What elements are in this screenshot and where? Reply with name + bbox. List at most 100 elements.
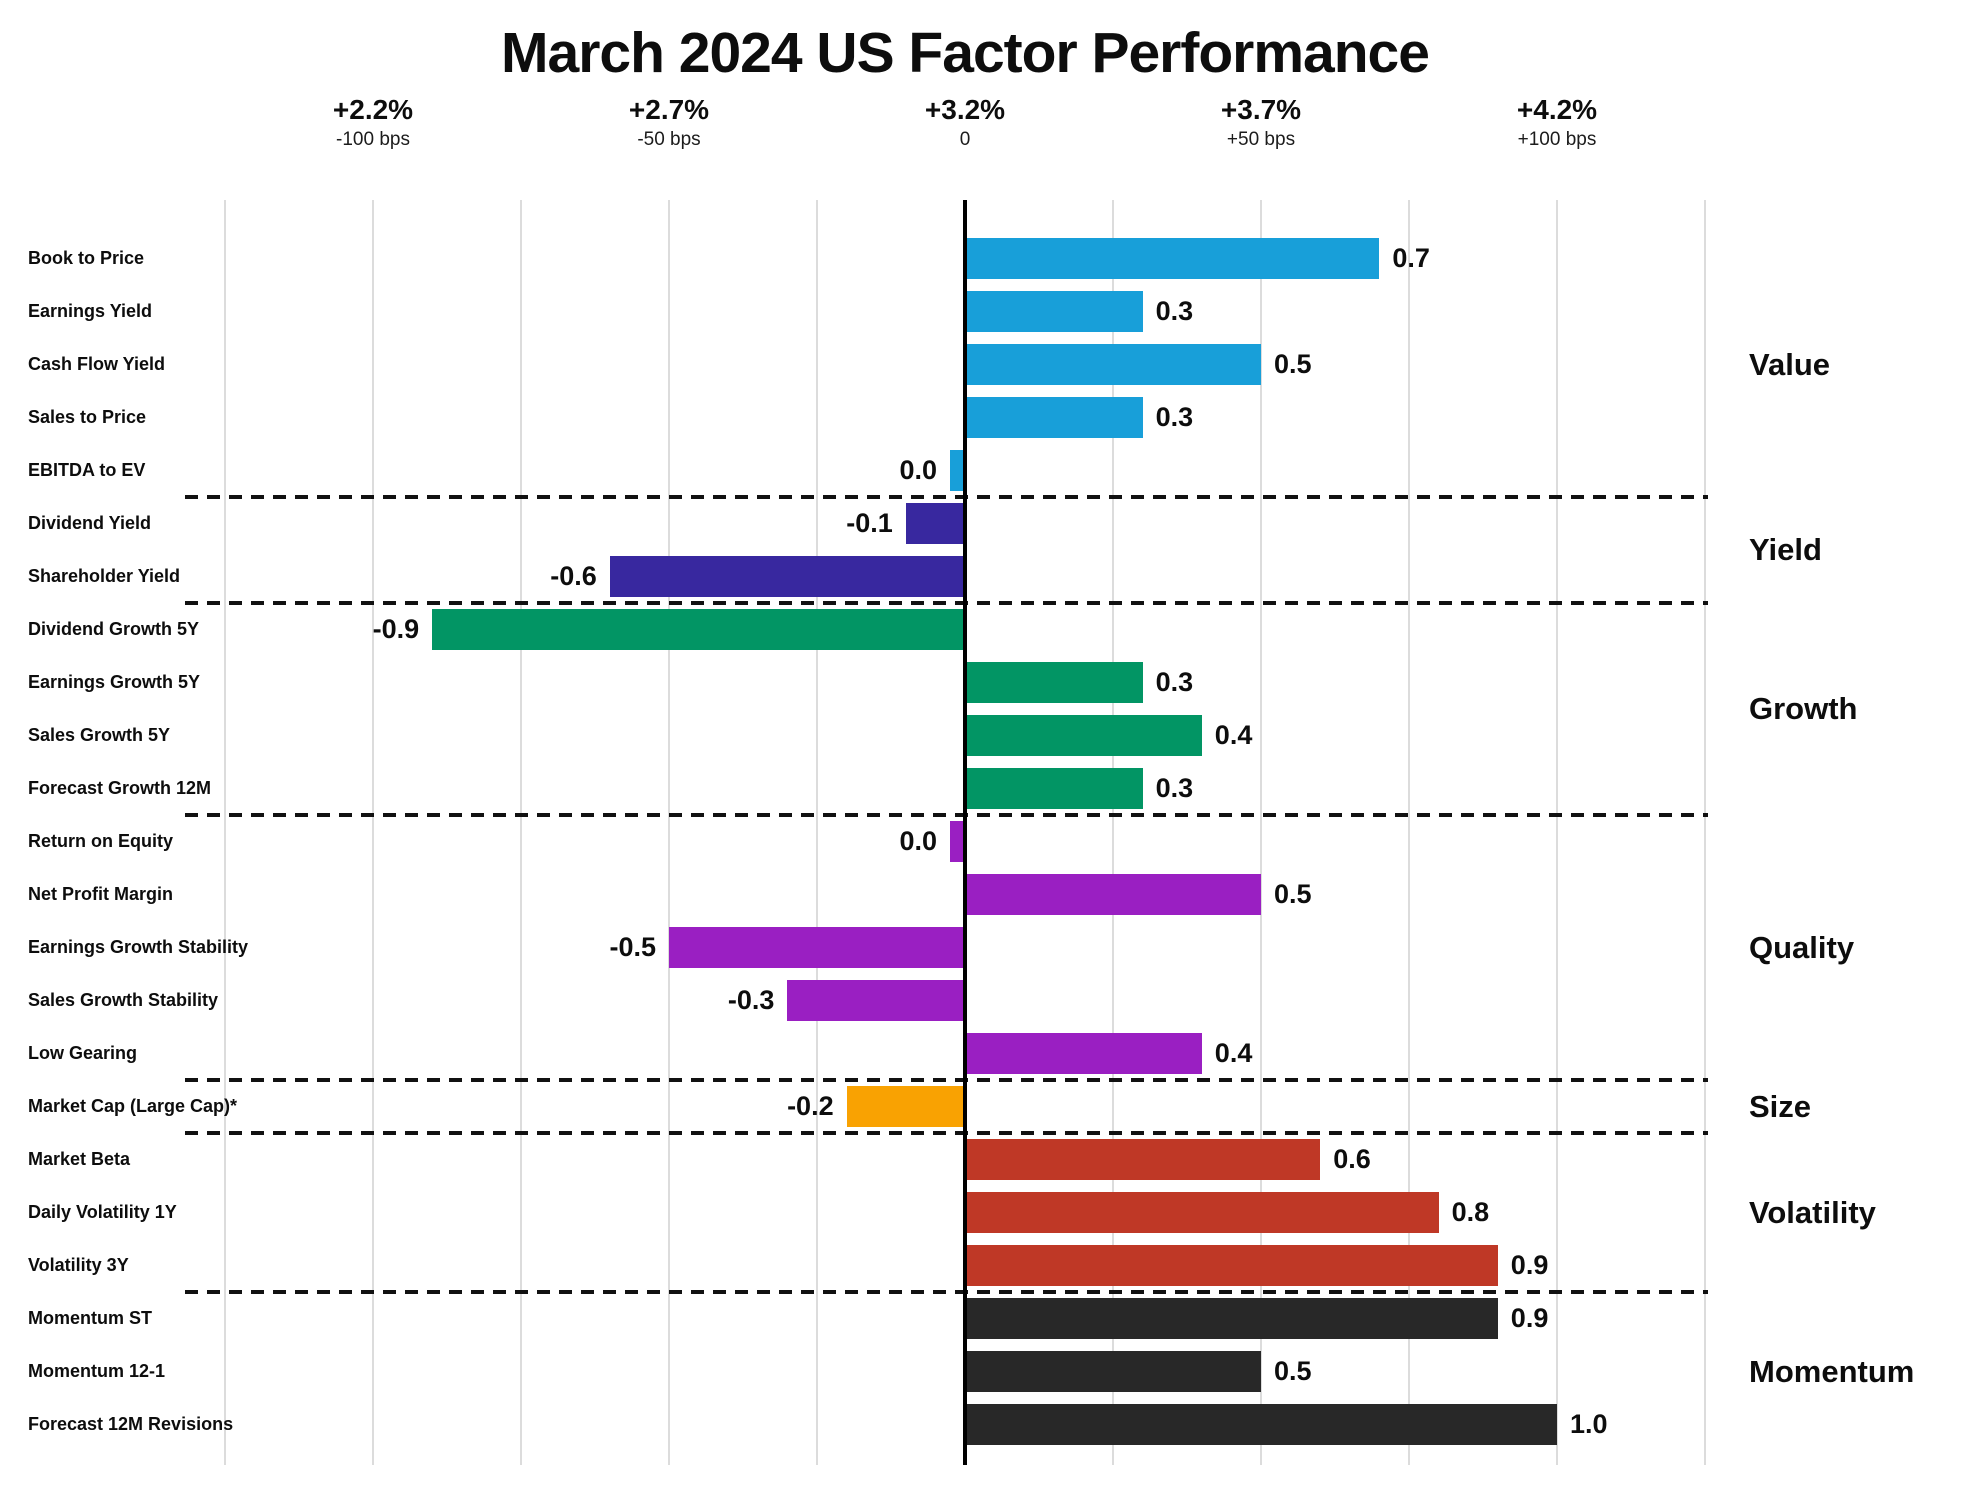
factor-label-earnings-yield: Earnings Yield <box>28 301 153 321</box>
factor-label-earnings-growth-stability: Earnings Growth Stability <box>28 937 249 957</box>
factor-label-market-cap-large-cap: Market Cap (Large Cap)* <box>28 1096 238 1116</box>
factor-label-earnings-growth-5y: Earnings Growth 5Y <box>28 672 201 692</box>
gridline <box>372 200 374 1465</box>
bar-volatility-3y <box>965 1245 1498 1286</box>
factor-label-sales-to-price: Sales to Price <box>28 407 147 427</box>
value-label-earnings-yield: 0.3 <box>1155 296 1194 326</box>
value-label-sales-growth-stability: -0.3 <box>727 985 775 1015</box>
value-label-earnings-growth-5y: 0.3 <box>1155 667 1194 697</box>
axis-tick-pct-label: +2.7% <box>628 94 710 125</box>
value-label-dividend-yield: -0.1 <box>846 508 893 538</box>
axis-tick-pct-label: +4.2% <box>1516 94 1598 125</box>
bar-momentum-st <box>965 1298 1498 1339</box>
value-label-book-to-price: 0.7 <box>1392 243 1430 273</box>
factor-label-shareholder-yield: Shareholder Yield <box>28 566 181 586</box>
group-label-yield: Yield <box>1749 532 1822 567</box>
bar-book-to-price <box>965 238 1380 279</box>
value-label-earnings-growth-stability: -0.5 <box>609 932 656 962</box>
bar-forecast-growth-12m <box>965 768 1143 809</box>
factor-label-volatility-3y: Volatility 3Y <box>28 1255 129 1275</box>
value-label-dividend-growth-5y: -0.9 <box>372 614 420 644</box>
value-label-volatility-3y: 0.9 <box>1510 1250 1549 1280</box>
gridline <box>520 200 522 1465</box>
factor-label-forecast-growth-12m: Forecast Growth 12M <box>28 778 212 798</box>
value-label-return-on-equity: 0.0 <box>899 826 937 856</box>
factor-label-sales-growth-5y: Sales Growth 5Y <box>28 725 171 745</box>
value-label-sales-to-price: 0.3 <box>1155 402 1194 432</box>
group-separator <box>185 1078 1708 1082</box>
factor-label-ebitda-to-ev: EBITDA to EV <box>28 460 146 480</box>
axis-tick-pct-label: +3.2% <box>924 94 1006 125</box>
bar-earnings-growth-5y <box>965 662 1143 703</box>
bar-low-gearing <box>965 1033 1202 1074</box>
factor-label-net-profit-margin: Net Profit Margin <box>28 884 174 904</box>
value-label-momentum-12-1: 0.5 <box>1274 1356 1312 1386</box>
bar-sales-growth-5y <box>965 715 1202 756</box>
value-label-cash-flow-yield: 0.5 <box>1274 349 1312 379</box>
group-label-growth: Growth <box>1749 691 1858 726</box>
factor-label-momentum-12-1: Momentum 12-1 <box>28 1361 166 1381</box>
value-label-momentum-st: 0.9 <box>1510 1303 1549 1333</box>
bar-cash-flow-yield <box>965 344 1261 385</box>
gridline <box>224 200 226 1465</box>
group-label-volatility: Volatility <box>1749 1194 1876 1230</box>
value-label-market-beta: 0.6 <box>1333 1144 1371 1174</box>
gridline <box>1112 200 1114 1465</box>
group-label-momentum: Momentum <box>1749 1353 1915 1389</box>
factor-label-low-gearing: Low Gearing <box>28 1043 138 1063</box>
chart-title: March 2024 US Factor Performance <box>501 21 1430 85</box>
group-separator <box>185 1290 1708 1294</box>
gridline <box>1260 200 1262 1465</box>
bar-earnings-yield <box>965 291 1143 332</box>
bar-forecast-12m-revisions <box>965 1404 1557 1445</box>
value-label-forecast-growth-12m: 0.3 <box>1155 773 1194 803</box>
bar-shareholder-yield <box>609 556 965 597</box>
axis-tick-bps-label: 0 <box>959 129 971 150</box>
value-label-shareholder-yield: -0.6 <box>550 561 597 591</box>
group-label-quality: Quality <box>1749 929 1855 965</box>
bar-sales-growth-stability <box>787 980 965 1021</box>
bar-earnings-growth-stability <box>669 927 965 968</box>
bar-momentum-12-1 <box>965 1351 1261 1392</box>
factor-label-dividend-growth-5y: Dividend Growth 5Y <box>28 619 200 639</box>
factor-label-market-beta: Market Beta <box>28 1149 131 1169</box>
axis-tick-pct-label: +2.2% <box>332 94 414 125</box>
bar-sales-to-price <box>965 397 1143 438</box>
zero-axis-line <box>963 200 967 1465</box>
bar-market-cap-large-cap <box>846 1086 965 1127</box>
value-label-ebitda-to-ev: 0.0 <box>899 455 937 485</box>
group-label-value: Value <box>1749 346 1830 382</box>
axis-tick-bps-label: +50 bps <box>1226 129 1296 150</box>
gridline <box>816 200 818 1465</box>
axis-tick-pct-label: +3.7% <box>1220 94 1302 125</box>
factor-label-dividend-yield: Dividend Yield <box>28 513 152 533</box>
value-label-net-profit-margin: 0.5 <box>1274 879 1312 909</box>
bar-ebitda-to-ev <box>950 450 965 491</box>
gridline <box>668 200 670 1465</box>
factor-label-return-on-equity: Return on Equity <box>28 831 173 851</box>
group-label-size: Size <box>1749 1088 1812 1124</box>
gridline <box>1408 200 1410 1465</box>
group-separator <box>185 601 1708 605</box>
group-separator <box>185 1131 1708 1135</box>
value-label-market-cap-large-cap: -0.2 <box>787 1091 834 1121</box>
value-label-daily-volatility-1y: 0.8 <box>1451 1197 1490 1227</box>
value-label-forecast-12m-revisions: 1.0 <box>1570 1409 1608 1439</box>
axis-tick-bps-label: +100 bps <box>1517 129 1597 150</box>
gridline <box>1704 200 1706 1465</box>
axis-tick-bps-label: -50 bps <box>637 129 701 150</box>
factor-label-cash-flow-yield: Cash Flow Yield <box>28 354 166 374</box>
group-separator <box>185 495 1708 499</box>
bar-dividend-growth-5y <box>432 609 965 650</box>
bar-market-beta <box>965 1139 1321 1180</box>
group-separator <box>185 813 1708 817</box>
factor-label-sales-growth-stability: Sales Growth Stability <box>28 990 219 1010</box>
factor-label-forecast-12m-revisions: Forecast 12M Revisions <box>28 1414 234 1434</box>
gridline <box>1556 200 1558 1465</box>
value-label-sales-growth-5y: 0.4 <box>1214 720 1253 750</box>
bar-net-profit-margin <box>965 874 1261 915</box>
factor-label-book-to-price: Book to Price <box>28 248 145 268</box>
bar-return-on-equity <box>950 821 965 862</box>
factor-label-daily-volatility-1y: Daily Volatility 1Y <box>28 1202 177 1222</box>
